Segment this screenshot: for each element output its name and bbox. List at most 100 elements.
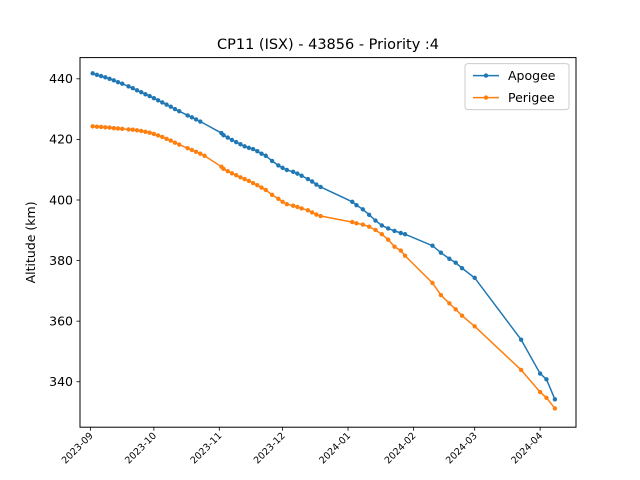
perigee-point-3 <box>103 125 108 130</box>
perigee-point-48 <box>318 213 323 219</box>
perigee-point-28 <box>225 169 230 174</box>
perigee-point-19 <box>172 140 178 145</box>
apogee-point-17 <box>164 102 169 107</box>
apogee-point-58 <box>430 243 435 248</box>
apogee-point-1 <box>94 72 100 78</box>
apogee-point-33 <box>250 146 256 152</box>
apogee-point-39 <box>280 165 285 171</box>
perigee-point-14 <box>151 131 157 137</box>
perigee-point-29 <box>229 171 235 176</box>
apogee-point-47 <box>318 184 323 190</box>
apogee-point-43 <box>299 173 304 178</box>
apogee-point-2 <box>98 73 104 79</box>
perigee-point-31 <box>238 175 243 180</box>
perigee-point-32 <box>242 176 247 182</box>
apogee-point-18 <box>168 104 173 109</box>
perigee-point-37 <box>263 187 268 193</box>
apogee-point-32 <box>246 145 252 151</box>
apogee-point-3 <box>103 75 108 80</box>
perigee-point-23 <box>193 149 199 155</box>
perigee-point-21 <box>185 145 190 151</box>
perigee-point-0 <box>90 124 95 129</box>
apogee-point-28 <box>229 137 235 143</box>
apogee-point-45 <box>309 179 315 184</box>
apogee-point-62 <box>459 265 465 271</box>
perigee-series <box>90 124 558 411</box>
apogee-point-55 <box>392 228 397 234</box>
perigee-point-62 <box>453 307 458 312</box>
perigee-point-50 <box>354 221 359 226</box>
y-axis-label: Altitude (km) <box>23 201 38 283</box>
perigee-point-6 <box>115 126 121 131</box>
perigee-point-64 <box>472 324 477 329</box>
perigee-point-38 <box>269 192 275 198</box>
apogee-point-57 <box>402 232 408 237</box>
apogee-point-35 <box>259 151 264 156</box>
apogee-point-41 <box>290 169 296 175</box>
apogee-point-10 <box>134 88 140 93</box>
apogee-point-56 <box>398 230 404 236</box>
apogee-point-26 <box>221 132 226 138</box>
perigee-point-58 <box>402 253 408 258</box>
apogee-point-50 <box>360 207 366 212</box>
apogee-point-48 <box>350 199 355 204</box>
perigee-point-55 <box>385 237 391 242</box>
perigee-point-33 <box>246 178 252 184</box>
apogee-point-14 <box>151 96 157 101</box>
perigee-point-1 <box>94 124 100 129</box>
y-tick-label-340: 340 <box>49 374 73 389</box>
perigee-point-43 <box>295 204 300 210</box>
y-tick-label-380: 380 <box>49 253 73 268</box>
apogee-legend-label: Apogee <box>508 68 556 83</box>
apogee-point-60 <box>447 256 452 261</box>
apogee-point-49 <box>354 202 359 208</box>
perigee-point-67 <box>544 395 549 401</box>
perigee-point-8 <box>126 127 131 132</box>
perigee-point-25 <box>202 153 207 158</box>
apogee-point-0 <box>90 71 95 76</box>
apogee-point-46 <box>314 182 319 187</box>
perigee-point-4 <box>107 125 112 130</box>
perigee-point-68 <box>552 406 558 411</box>
y-tick-label-400: 400 <box>49 192 73 207</box>
apogee-point-22 <box>189 115 195 120</box>
apogee-point-38 <box>276 163 281 168</box>
perigee-point-52 <box>366 224 372 229</box>
perigee-point-56 <box>392 244 397 249</box>
apogee-series <box>90 71 558 402</box>
apogee-point-37 <box>269 158 275 164</box>
plot-frame <box>79 57 577 428</box>
perigee-point-53 <box>373 227 378 233</box>
perigee-point-47 <box>314 212 319 217</box>
apogee-point-11 <box>139 89 144 95</box>
perigee-point-63 <box>459 313 465 318</box>
y-tick-label-440: 440 <box>49 71 73 86</box>
apogee-point-61 <box>453 260 458 265</box>
perigee-point-46 <box>309 210 315 215</box>
apogee-point-16 <box>160 100 165 105</box>
perigee-point-61 <box>447 301 452 306</box>
perigee-point-10 <box>134 128 140 133</box>
perigee-point-44 <box>299 206 304 211</box>
y-tick-label-420: 420 <box>49 132 73 147</box>
perigee-point-54 <box>379 232 385 237</box>
apogee-point-59 <box>438 250 444 255</box>
perigee-point-40 <box>280 199 285 204</box>
apogee-point-40 <box>284 167 290 173</box>
perigee-point-24 <box>198 151 203 156</box>
apogee-point-27 <box>225 135 230 140</box>
apogee-point-24 <box>198 119 203 124</box>
perigee-point-22 <box>189 147 195 153</box>
perigee-point-11 <box>139 128 144 134</box>
series-layer <box>90 71 558 411</box>
perigee-point-15 <box>155 133 161 138</box>
perigee-point-34 <box>250 180 256 186</box>
perigee-point-35 <box>255 182 260 188</box>
perigee-point-9 <box>130 127 135 132</box>
perigee-point-39 <box>276 196 281 201</box>
apogee-point-8 <box>126 84 131 89</box>
perigee-point-18 <box>168 138 173 143</box>
apogee-point-65 <box>537 371 543 376</box>
apogee-point-54 <box>385 226 391 231</box>
